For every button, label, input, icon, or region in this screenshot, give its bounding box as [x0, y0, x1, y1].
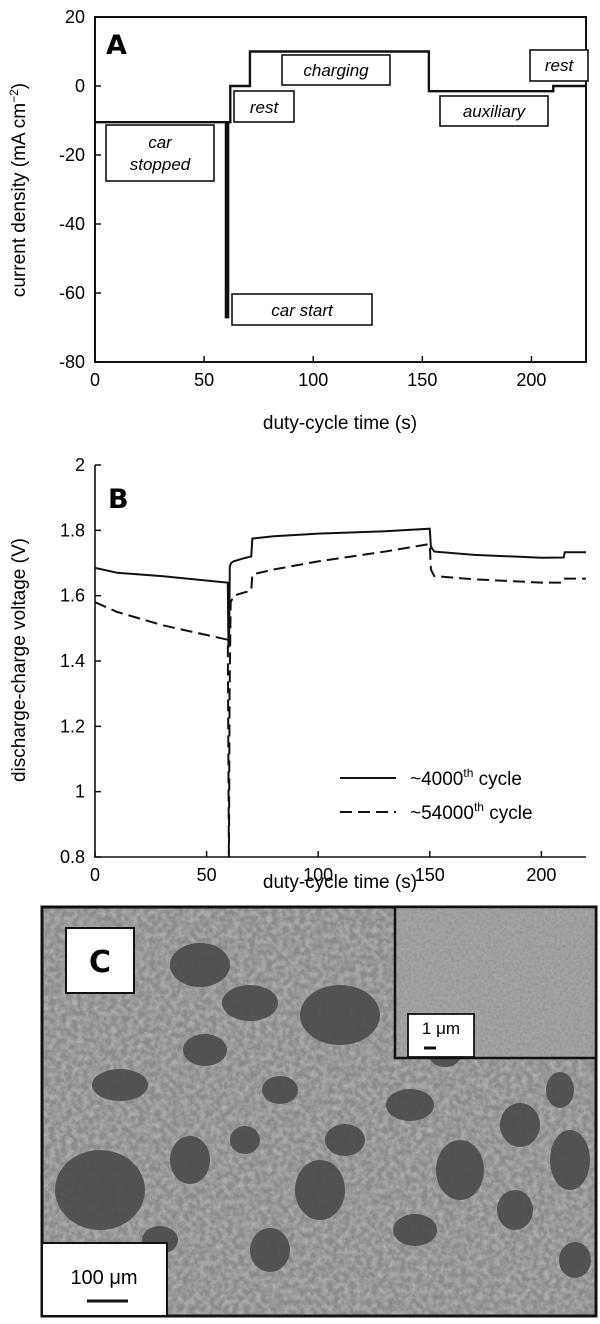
- panel-a-plot-frame: [94, 16, 587, 363]
- panel-a-y-tick-label: 0: [75, 76, 85, 96]
- panel-b-y-tick-label: 1.2: [60, 716, 85, 736]
- panel-a-current-line: [95, 50, 586, 319]
- panel-a-y-tick-label: -40: [59, 214, 85, 234]
- annotation-rest-2: rest: [529, 49, 589, 82]
- micrograph-scale-box: [41, 1242, 168, 1317]
- panel-b-x-axis-label: duty-cycle time (s): [263, 872, 417, 893]
- panel-b-y-tick-label: 0.8: [60, 847, 85, 867]
- micrograph-scale: 100 μm: [41, 1242, 168, 1317]
- panel-a-x-tick-label: 50: [194, 370, 214, 390]
- annotation-car-stopped: car stopped: [105, 124, 215, 182]
- legend-entry-4000: ~4000th cycle: [410, 766, 522, 790]
- annotation-rest-2-text: rest: [545, 56, 575, 75]
- panel-b-chart: 0 50 100 150 200 0.8 1 1.2 1.4 1.6 1.8 2 B ~4000th …: [9, 455, 586, 893]
- legend-54000-post: cycle: [484, 803, 533, 824]
- annotation-car-stopped-line2: stopped: [130, 155, 191, 174]
- panel-b-letter: B: [108, 484, 129, 515]
- micrograph-frame: [40, 905, 598, 1318]
- annotation-rest-1-text: rest: [250, 98, 280, 117]
- panel-b-y-tick-label: 1.8: [60, 520, 85, 540]
- panel-a-chart: 0 50 100 150 200 -80 -60 -40 -20 0 20 A car stoppe…: [7, 7, 589, 434]
- legend-4000-sup: th: [463, 766, 473, 780]
- annotation-car-stopped-line1: car: [148, 133, 173, 152]
- panel-a-y-axis-label-sup: −2: [7, 89, 21, 103]
- panel-c-letter-box: C: [65, 927, 135, 994]
- panel-a-y-tick-label: -80: [59, 352, 85, 372]
- panel-b-y-tick-label: 2: [75, 455, 85, 475]
- panel-a-y-axis-label-main: current density (mA cm: [9, 103, 30, 297]
- inset-scale-label: 1 μm: [422, 1019, 460, 1038]
- annotation-car-start-text: car start: [271, 301, 334, 320]
- panel-b-series-54000-line: [95, 542, 586, 857]
- panel-b-x-tick-label: 0: [90, 865, 100, 885]
- panel-b-y-tick-label: 1.6: [60, 586, 85, 606]
- panel-a-x-tick-label: 150: [407, 370, 437, 390]
- panel-b-axes: [94, 465, 586, 858]
- panel-c-micrograph: 1 μm C 100 μm: [40, 905, 598, 1318]
- panel-a-x-tick-label: 200: [516, 370, 546, 390]
- panel-b-x-tick-label: 50: [197, 865, 217, 885]
- panel-a-x-tick-label: 0: [90, 370, 100, 390]
- panel-b-x-tick-label: 200: [526, 865, 556, 885]
- panel-a-letter: A: [106, 30, 127, 61]
- panel-a-y-tick-label: 20: [65, 7, 85, 27]
- micrograph-inset: 1 μm: [393, 905, 598, 1060]
- panel-b-y-axis-label: discharge-charge voltage (V): [9, 538, 30, 782]
- panel-a-x-axis-label: duty-cycle time (s): [263, 413, 417, 434]
- legend-54000-sup: th: [474, 800, 484, 814]
- panel-a-y-axis-label-end: ): [9, 83, 30, 89]
- panel-b-y-tick-label: 1: [75, 782, 85, 802]
- panel-b-series-4000-line: [95, 527, 586, 649]
- panel-b-y-tick-label: 1.4: [60, 651, 85, 671]
- panel-a-y-tick-label: -60: [59, 283, 85, 303]
- legend-4000-pre: ~4000: [410, 769, 463, 790]
- legend-54000-pre: ~54000: [410, 803, 474, 824]
- panel-a-y-tick-label: -20: [59, 145, 85, 165]
- annotation-auxiliary-text: auxiliary: [463, 102, 527, 121]
- panel-b-x-tick-label: 100: [303, 865, 333, 885]
- inset-scale-box: [407, 1013, 475, 1058]
- panel-b-legend: ~4000th cycle ~54000th cycle: [340, 766, 533, 824]
- annotation-auxiliary: auxiliary: [439, 95, 549, 127]
- panel-a-y-axis-label: current density (mA cm−2): [7, 83, 30, 297]
- micrograph-scale-label: 100 μm: [70, 1267, 137, 1289]
- annotation-car-start: car start: [231, 293, 373, 326]
- inset-frame: [393, 905, 598, 1060]
- panel-c-letter: C: [89, 945, 111, 980]
- panel-b-x-tick-label: 150: [415, 865, 445, 885]
- annotation-charging-text: charging: [303, 61, 369, 80]
- annotation-charging: charging: [281, 54, 391, 86]
- annotation-rest-1: rest: [233, 90, 295, 123]
- legend-entry-54000: ~54000th cycle: [410, 800, 533, 824]
- legend-4000-post: cycle: [473, 769, 522, 790]
- panel-a-x-tick-label: 100: [298, 370, 328, 390]
